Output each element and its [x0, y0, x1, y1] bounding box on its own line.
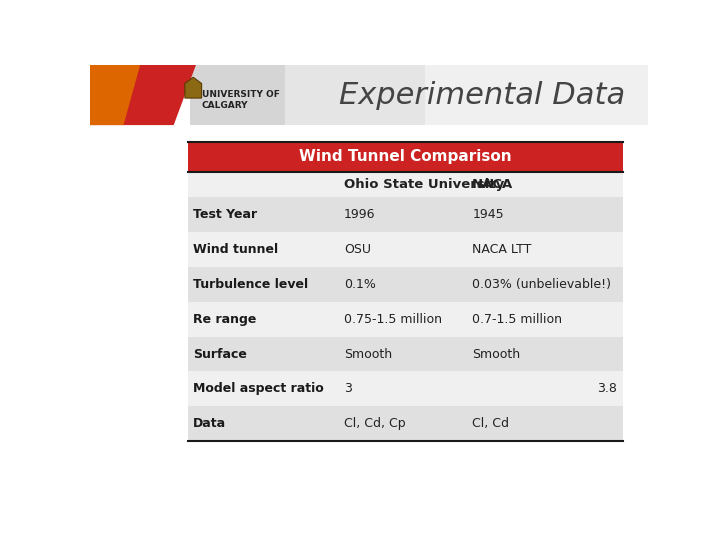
Text: Turbulence level: Turbulence level: [193, 278, 308, 291]
FancyBboxPatch shape: [425, 65, 648, 125]
Text: Model aspect ratio: Model aspect ratio: [193, 382, 324, 395]
Text: 0.75-1.5 million: 0.75-1.5 million: [344, 313, 442, 326]
Text: Smooth: Smooth: [344, 348, 392, 361]
Text: Surface: Surface: [193, 348, 247, 361]
Text: OSU: OSU: [344, 243, 371, 256]
Text: Data: Data: [193, 417, 226, 430]
FancyBboxPatch shape: [188, 406, 623, 441]
FancyBboxPatch shape: [188, 232, 623, 267]
Text: 3: 3: [344, 382, 352, 395]
Polygon shape: [90, 65, 196, 125]
FancyBboxPatch shape: [188, 267, 623, 302]
FancyBboxPatch shape: [188, 372, 623, 406]
FancyBboxPatch shape: [188, 302, 623, 336]
Text: Wind Tunnel Comparison: Wind Tunnel Comparison: [299, 149, 512, 164]
FancyBboxPatch shape: [190, 65, 648, 125]
FancyBboxPatch shape: [188, 141, 623, 172]
Text: 3.8: 3.8: [598, 382, 617, 395]
Text: 1996: 1996: [344, 208, 375, 221]
Text: Re range: Re range: [193, 313, 256, 326]
Text: Ohio State University: Ohio State University: [344, 178, 504, 191]
FancyBboxPatch shape: [188, 172, 623, 198]
Text: Cl, Cd, Cp: Cl, Cd, Cp: [344, 417, 405, 430]
FancyBboxPatch shape: [188, 198, 623, 232]
Text: NACA LTT: NACA LTT: [472, 243, 531, 256]
Text: 1945: 1945: [472, 208, 504, 221]
FancyBboxPatch shape: [188, 336, 623, 372]
Polygon shape: [185, 77, 202, 98]
Text: Experimental Data: Experimental Data: [339, 82, 626, 111]
Text: UNIVERSITY OF
CALGARY: UNIVERSITY OF CALGARY: [202, 90, 279, 110]
Text: NACA: NACA: [472, 178, 513, 191]
Text: 0.03% (unbelievable!): 0.03% (unbelievable!): [472, 278, 611, 291]
Text: Wind tunnel: Wind tunnel: [193, 243, 279, 256]
Text: 0.1%: 0.1%: [344, 278, 376, 291]
FancyBboxPatch shape: [90, 65, 648, 125]
Text: 0.7-1.5 million: 0.7-1.5 million: [472, 313, 562, 326]
FancyBboxPatch shape: [285, 65, 648, 125]
Text: Test Year: Test Year: [193, 208, 257, 221]
Text: Cl, Cd: Cl, Cd: [472, 417, 509, 430]
Polygon shape: [90, 65, 140, 125]
Text: Smooth: Smooth: [472, 348, 521, 361]
